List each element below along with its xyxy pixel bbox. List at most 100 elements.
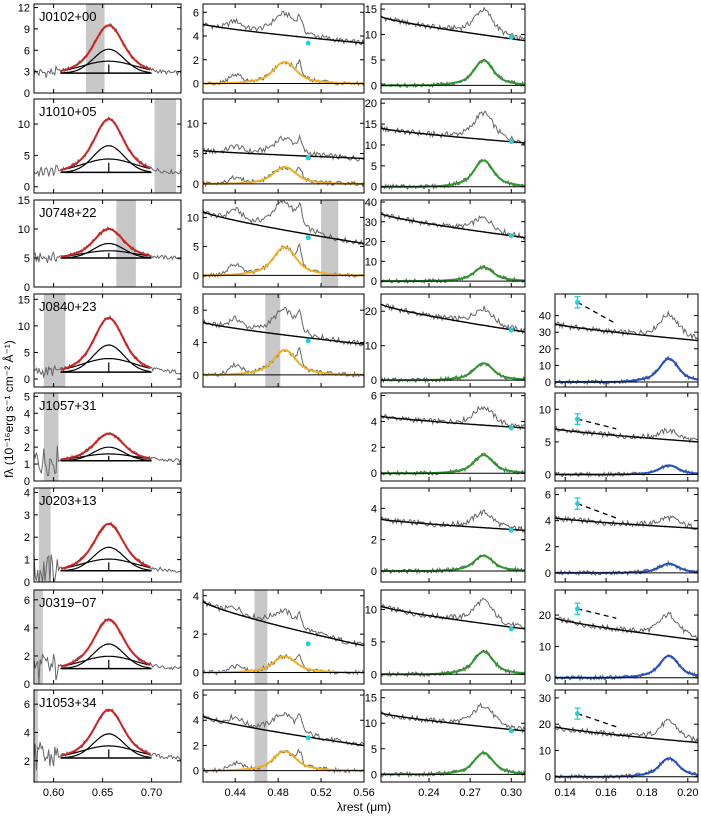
y-tick-label: 6 — [371, 391, 377, 403]
continuum-fit — [555, 617, 698, 641]
y-tick-label: 0 — [24, 679, 30, 691]
y-tick-label: 0 — [193, 179, 199, 191]
panel-frame — [202, 293, 365, 388]
continuum-fit — [203, 210, 364, 245]
line-fit — [60, 708, 151, 757]
y-tick-label: 10 — [18, 321, 30, 333]
panel-mgii-6: 0 2 4 — [371, 487, 526, 583]
x-tick-label: 0.20 — [677, 787, 698, 799]
continuum-fit — [381, 518, 525, 531]
object-name: J1053+34 — [39, 695, 96, 710]
continuum-marker — [508, 139, 514, 145]
y-tick-label: 0 — [24, 282, 30, 294]
y-tick-label: 0 — [371, 769, 377, 781]
y-tick-label: 15 — [18, 294, 30, 306]
panel-mgii-1: 0 5 10 15 — [365, 3, 526, 94]
continuum-marker — [508, 34, 514, 40]
y-tick-label: 10 — [365, 718, 377, 730]
continuum-fit — [555, 323, 698, 342]
panel-frame — [202, 3, 365, 94]
y-tick-label: 0 — [545, 568, 551, 580]
panel-frame — [202, 589, 365, 685]
line-fit — [203, 245, 364, 277]
y-tick-label: 5 — [371, 637, 377, 649]
y-tick-label: 40 — [539, 311, 551, 323]
panel-plot-area — [381, 405, 525, 477]
y-tick-label: 5 — [371, 55, 377, 67]
spectrum-data — [381, 405, 525, 431]
panel-plot-area — [34, 393, 181, 481]
panel-frame — [33, 392, 182, 482]
y-tick-label: 15 — [365, 119, 377, 131]
panel-plot-area — [555, 602, 698, 682]
continuum-marker — [305, 235, 311, 241]
panel-h-alpha-5: 0 1 2 3 4 5 J1057+31 — [24, 391, 182, 488]
line-fit — [203, 348, 364, 376]
continuum-marker — [305, 735, 311, 741]
y-tick-label: 4 — [193, 715, 199, 727]
continuum-fit — [203, 600, 364, 647]
y-tick-label: 9 — [24, 24, 30, 36]
y-tick-label: 2 — [24, 532, 30, 544]
panel-civ-4: 0 10 20 30 40 — [539, 293, 699, 389]
panel-plot-area — [34, 4, 181, 93]
line-fit — [555, 654, 698, 679]
y-tick-label: 0 — [545, 469, 551, 481]
y-tick-label: 3 — [24, 67, 30, 79]
y-tick-label: 4 — [545, 516, 551, 528]
continuum-fit — [381, 712, 525, 732]
residual-data — [203, 748, 364, 774]
x-tick-label: 0.56 — [353, 787, 374, 799]
panel-civ-8: 0 10 20 30 0.14 0.16 0.18 0.20 — [539, 689, 699, 799]
panel-plot-area — [381, 597, 525, 678]
panel-frame — [380, 487, 526, 583]
broad-component — [60, 446, 151, 462]
continuum-marker — [508, 728, 514, 734]
y-tick-label: 10 — [365, 30, 377, 42]
residual-data — [381, 58, 525, 89]
y-tick-label: 5 — [193, 149, 199, 161]
masked-region — [254, 690, 268, 782]
panel-mgii-7: 0 5 10 — [365, 589, 526, 685]
x-tick-label: 0.24 — [418, 787, 439, 799]
y-tick-label: 0 — [193, 370, 199, 382]
continuum-marker — [508, 425, 514, 431]
broad-component — [60, 733, 151, 759]
y-tick-label: 10 — [539, 404, 551, 416]
continuum-fit — [381, 415, 525, 429]
line-fit — [60, 24, 151, 72]
panel-h-beta-3: 0 5 10 — [187, 199, 365, 288]
y-tick-label: 6 — [545, 490, 551, 502]
y-tick-label: 30 — [539, 327, 551, 339]
x-axis-label: λrest (μm) — [337, 800, 391, 814]
panel-frame — [380, 589, 526, 685]
panel-frame — [380, 98, 526, 194]
x-tick-label: 0.65 — [92, 787, 113, 799]
continuum-fit — [381, 303, 525, 333]
y-tick-label: 5 — [24, 253, 30, 265]
x-tick-label: 0.60 — [43, 787, 64, 799]
line-fit — [203, 60, 364, 85]
y-tick-label: 10 — [18, 224, 30, 236]
spectrum-data — [381, 597, 525, 630]
panel-h-beta-1: 0 2 4 6 — [193, 3, 365, 94]
y-tick-label: 3 — [24, 425, 30, 437]
y-tick-label: 15 — [18, 195, 30, 207]
panel-frame — [380, 392, 526, 482]
panel-plot-area — [381, 211, 525, 285]
panel-plot-area — [203, 590, 364, 684]
masked-region — [43, 393, 59, 481]
residual-data — [203, 59, 364, 87]
y-tick-label: 10 — [539, 745, 551, 757]
panel-h-alpha-6: 0 1 2 3 4 J0203+13 — [24, 487, 182, 589]
y-tick-label: 5 — [24, 391, 30, 403]
panel-plot-area — [203, 10, 364, 87]
panel-plot-area — [381, 6, 525, 89]
y-tick-label: 0 — [24, 476, 30, 488]
y-tick-label: 4 — [193, 591, 199, 603]
x-tick-label: 0.18 — [636, 787, 657, 799]
x-tick-label: 0.48 — [267, 787, 288, 799]
panel-h-beta-4: 0 4 8 — [193, 293, 365, 388]
y-tick-label: 5 — [24, 150, 30, 162]
